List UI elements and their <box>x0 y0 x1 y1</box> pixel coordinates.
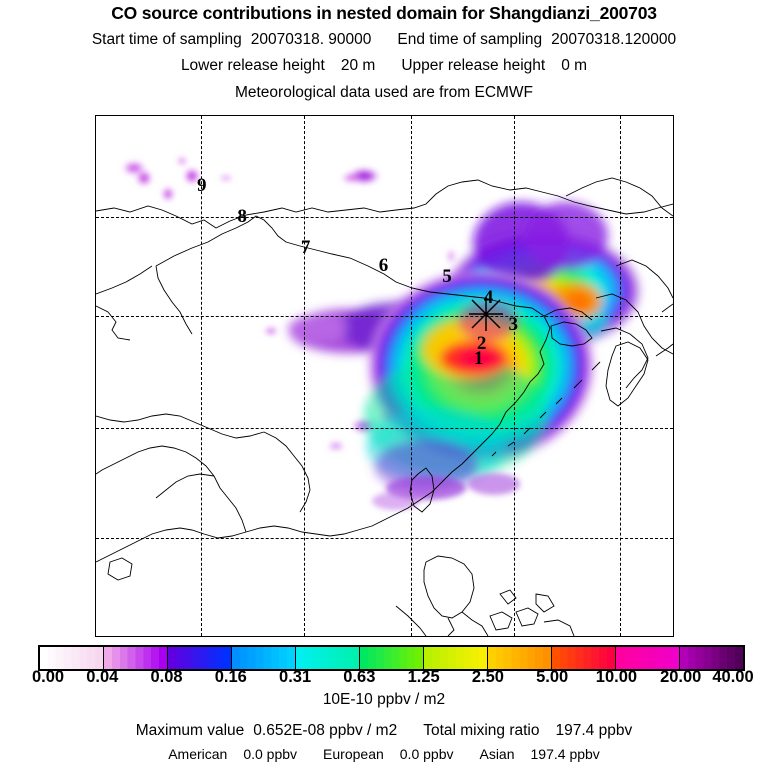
colorbar-tick-6: 1.25 <box>407 668 440 686</box>
european-label: European <box>323 746 384 762</box>
gridline-horizontal <box>96 538 673 540</box>
plume-south-fringe <box>372 473 520 510</box>
gridline-horizontal <box>96 428 673 429</box>
colorbar-tick-0: 0.00 <box>31 668 65 686</box>
page-title: CO source contributions in nested domain… <box>111 3 657 23</box>
total-mixing-ratio-value: 197.4 ppbv <box>555 722 633 739</box>
colorbar-segment-4 <box>296 647 360 669</box>
colorbar-tick-8: 5.00 <box>536 668 569 686</box>
colorbar-segment-5 <box>360 647 424 669</box>
colorbar-tick-4: 0.31 <box>279 668 312 686</box>
plume-main-core <box>364 271 593 492</box>
start-time-value: 20070318. 90000 <box>250 31 372 48</box>
region-label-1: 1 <box>473 347 484 369</box>
asian-label: Asian <box>479 746 515 762</box>
max-value-value: 0.652E-08 ppbv / m2 <box>253 722 398 739</box>
upper-release-value: 0 m <box>561 57 588 74</box>
colorbar-segment-10 <box>680 647 743 669</box>
region-label-3: 3 <box>508 313 519 335</box>
start-time-label: Start time of sampling <box>91 31 242 48</box>
release-site-star <box>469 297 504 332</box>
colorbar <box>38 645 745 671</box>
summary-line-1: Maximum value 0.652E-08 ppbv / m2 Total mi… <box>0 722 768 740</box>
colorbar-segment-2 <box>168 647 232 669</box>
european-value: 0.0 ppbv <box>399 746 454 762</box>
gridline-vertical <box>411 116 413 636</box>
upper-release-label: Upper release height <box>401 57 546 74</box>
summary-line-2: American 0.0 ppbv European 0.0 ppbv Asian 197… <box>0 746 768 762</box>
region-label-2: 2 <box>476 333 487 355</box>
total-mixing-ratio-label: Total mixing ratio <box>423 722 540 739</box>
colorbar-tick-1: 0.04 <box>86 668 119 686</box>
region-label-6: 6 <box>378 255 389 277</box>
region-label-4: 4 <box>483 286 494 308</box>
release-height-line: Lower release height 20 m Upper release he… <box>0 57 768 75</box>
sampling-time-line: Start time of sampling 20070318. 90000 End… <box>0 31 768 49</box>
concentration-plume-layer <box>121 156 639 510</box>
colorbar-segment-1 <box>104 647 168 669</box>
gridline-vertical <box>514 116 516 636</box>
region-label-9: 9 <box>196 174 207 196</box>
gridline-vertical <box>620 116 622 636</box>
colorbar-tick-labels: 0.00 0.04 0.08 0.16 0.31 0.63 1.25 2.50 5.00 10.0… <box>0 668 768 690</box>
lower-release-label: Lower release height <box>180 57 325 74</box>
gridline-vertical <box>201 116 202 636</box>
met-data-line: Meteorological data used are from ECMWF <box>234 84 534 101</box>
colorbar-segment-8 <box>552 647 616 669</box>
colorbar-tick-10: 20.00 <box>660 668 702 686</box>
asian-value: 197.4 ppbv <box>530 746 600 762</box>
coastline-border-layer <box>96 177 673 636</box>
colorbar-tick-2: 0.08 <box>150 668 183 686</box>
gridline-horizontal <box>96 216 673 218</box>
colorbar-unit-label: 10E-10 ppbv / m2 <box>322 691 446 708</box>
colorbar-tick-7: 2.50 <box>471 668 504 686</box>
gridline-horizontal <box>96 316 673 318</box>
end-time-value: 20070318.120000 <box>551 31 677 48</box>
region-label-5: 5 <box>442 265 452 287</box>
colorbar-segment-7 <box>488 647 552 669</box>
colorbar-tick-9: 10.00 <box>595 668 638 686</box>
colorbar-segment-6 <box>424 647 488 669</box>
region-label-7: 7 <box>300 237 311 259</box>
american-label: American <box>168 746 228 762</box>
end-time-label: End time of sampling <box>397 31 543 48</box>
gridline-vertical <box>304 116 306 636</box>
lower-release-value: 20 m <box>340 57 376 74</box>
colorbar-segment-3 <box>232 647 296 669</box>
american-value: 0.0 ppbv <box>243 746 298 762</box>
colorbar-segment-9 <box>616 647 680 669</box>
colorbar-segment-0 <box>40 647 104 669</box>
max-value-label: Maximum value <box>135 722 245 739</box>
region-label-8: 8 <box>237 206 247 227</box>
colorbar-tick-3: 0.16 <box>214 668 247 686</box>
colorbar-tick-5: 0.63 <box>343 668 376 686</box>
colorbar-tick-11: 40.00 <box>712 668 754 686</box>
